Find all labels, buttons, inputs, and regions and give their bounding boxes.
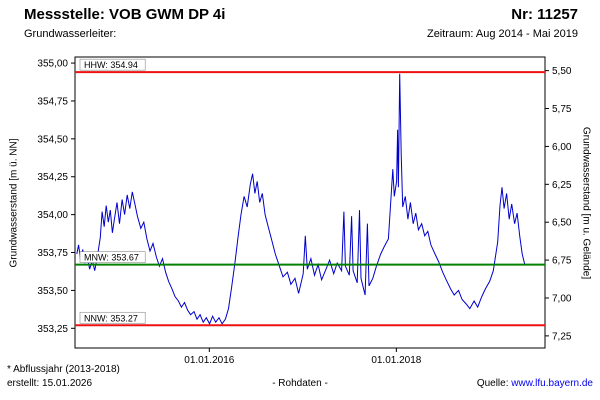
refline-label-mnw: MNW: 353.67 xyxy=(84,253,139,263)
x-tick-label: 01.01.2018 xyxy=(371,355,421,366)
y-tick-label-left: 355,00 xyxy=(37,59,68,70)
refline-label-hhw: HHW: 354.94 xyxy=(84,60,138,70)
plot-border xyxy=(74,56,546,349)
y-tick-label-right: 6,00 xyxy=(552,142,572,153)
refline-label-box-mnw xyxy=(79,251,146,263)
station-number: Nr: 11257 xyxy=(511,6,578,23)
y-tick-label-left: 353,25 xyxy=(37,324,68,335)
x-tick-label: 01.01.2016 xyxy=(184,355,234,366)
y-tick-label-left: 354,75 xyxy=(37,96,68,107)
y-tick-label-right: 5,50 xyxy=(552,66,572,77)
y-axis-label-left: Grundwasserstand [m ü. NN] xyxy=(8,138,20,268)
y-tick-label-left: 354,25 xyxy=(37,172,68,183)
period-label: Zeitraum: Aug 2014 - Mai 2019 xyxy=(426,28,578,40)
y-axis-label-right: Grundwasserstand [m u. Gelände] xyxy=(580,126,592,280)
refline-label-box-hhw xyxy=(79,58,146,71)
y-tick-label-left: 353,50 xyxy=(37,286,68,297)
y-tick-label-left: 353,75 xyxy=(37,248,68,259)
y-tick-label-left: 354,50 xyxy=(37,134,68,145)
y-tick-label-right: 6,25 xyxy=(552,180,572,191)
y-tick-label-right: 5,75 xyxy=(552,104,572,115)
page-title: Messstelle: VOB GWM DP 4i xyxy=(24,6,226,23)
created-date: erstellt: 15.01.2026 xyxy=(7,378,93,389)
rohdaten-label: - Rohdaten - xyxy=(272,378,328,389)
source-link[interactable]: www.lfu.bayern.de xyxy=(511,378,593,389)
source-line: Quelle: www.lfu.bayern.de xyxy=(477,378,593,389)
source-label: Quelle: xyxy=(476,378,509,389)
aquifer-label: Grundwasserleiter: xyxy=(24,28,117,40)
y-tick-label-right: 7,25 xyxy=(552,331,572,342)
y-tick-label-right: 6,75 xyxy=(552,256,572,267)
refline-label-box-nnw xyxy=(79,311,146,324)
y-tick-label-left: 354,00 xyxy=(37,210,68,221)
footnote-abflussjahr: * Abflussjahr (2013-2018) xyxy=(7,364,120,375)
refline-label-nnw: NNW: 353.27 xyxy=(84,313,138,323)
y-tick-label-right: 7,00 xyxy=(552,293,572,304)
series-rohdaten xyxy=(76,73,526,325)
y-tick-label-right: 6,50 xyxy=(552,218,572,229)
